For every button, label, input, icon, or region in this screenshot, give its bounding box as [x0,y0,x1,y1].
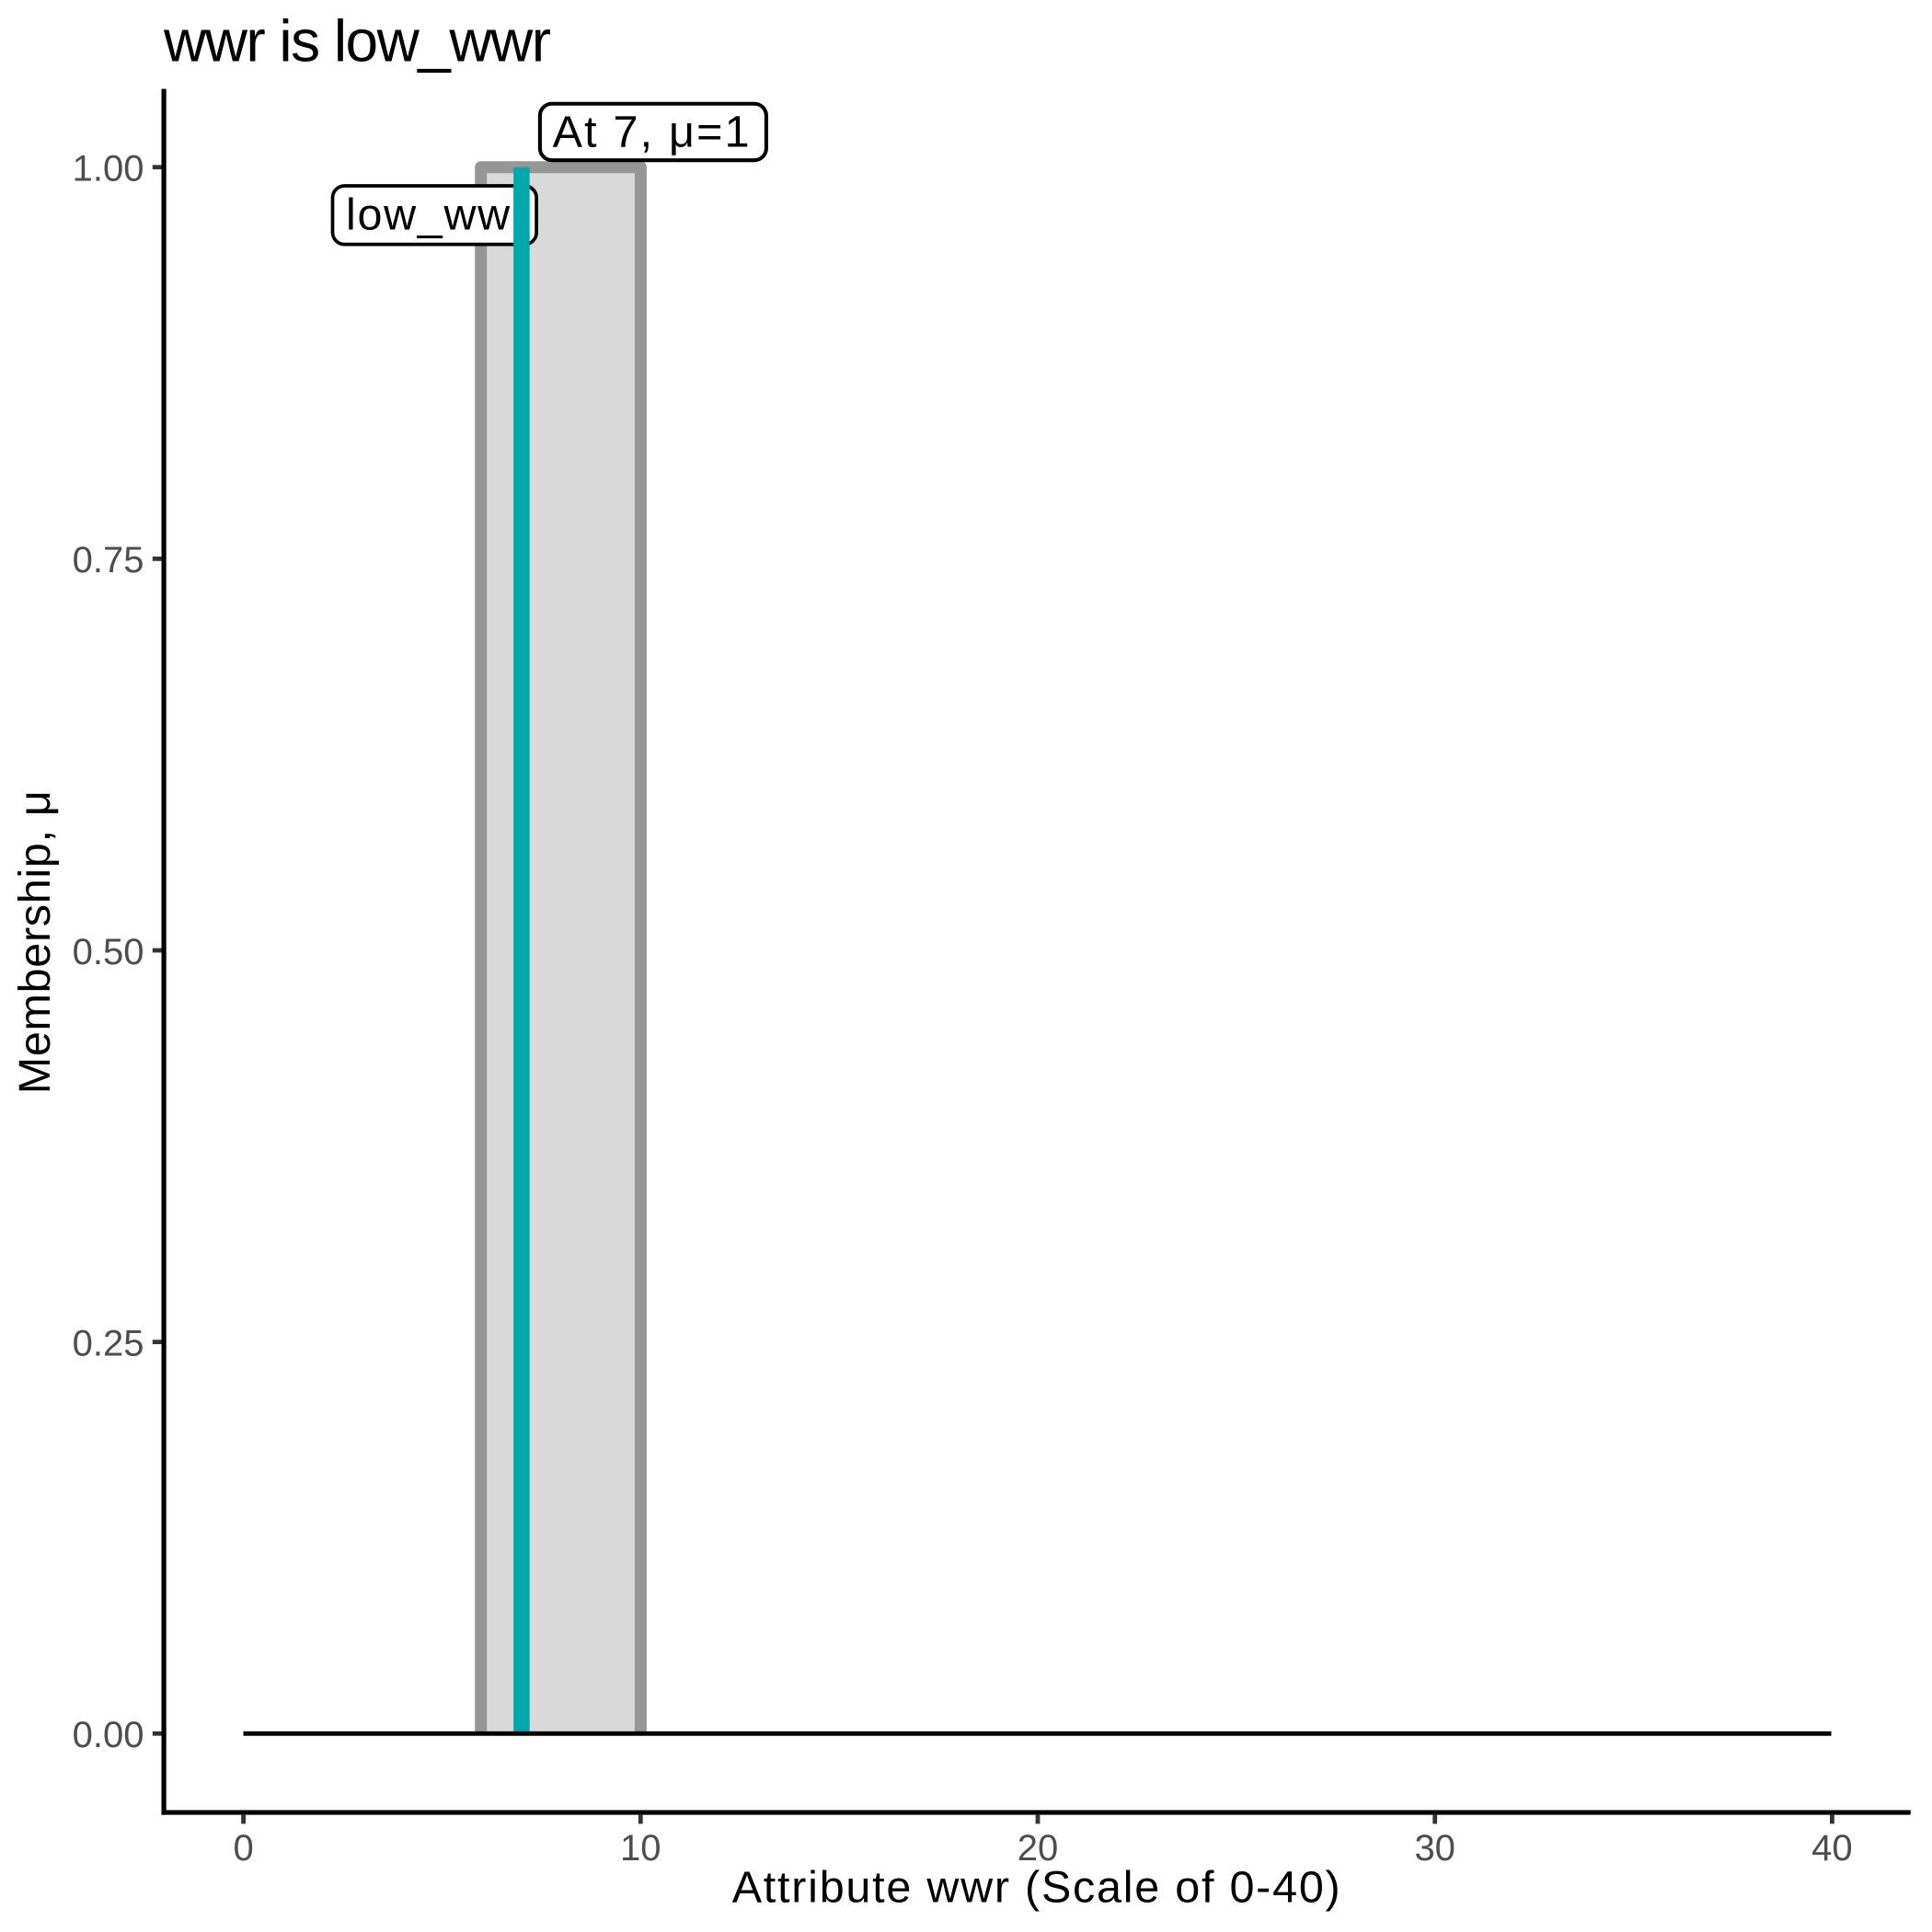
svg-text:0.25: 0.25 [73,1323,144,1363]
svg-text:Membership, μ: Membership, μ [10,790,60,1094]
svg-text:At 7, μ=1: At 7, μ=1 [553,108,750,157]
svg-text:30: 30 [1414,1828,1455,1869]
svg-text:20: 20 [1018,1828,1059,1869]
svg-text:low_wwr: low_wwr [346,190,526,239]
svg-text:0: 0 [233,1828,253,1869]
svg-text:0.50: 0.50 [73,932,144,972]
svg-text:0.00: 0.00 [73,1715,144,1755]
svg-text:0.75: 0.75 [73,540,144,581]
svg-text:Attribute wwr (Scale of 0-40): Attribute wwr (Scale of 0-40) [732,1862,1340,1912]
svg-text:wwr is low_wwr: wwr is low_wwr [163,8,551,75]
svg-text:10: 10 [620,1828,661,1869]
svg-text:40: 40 [1811,1828,1853,1869]
svg-text:1.00: 1.00 [73,149,144,190]
